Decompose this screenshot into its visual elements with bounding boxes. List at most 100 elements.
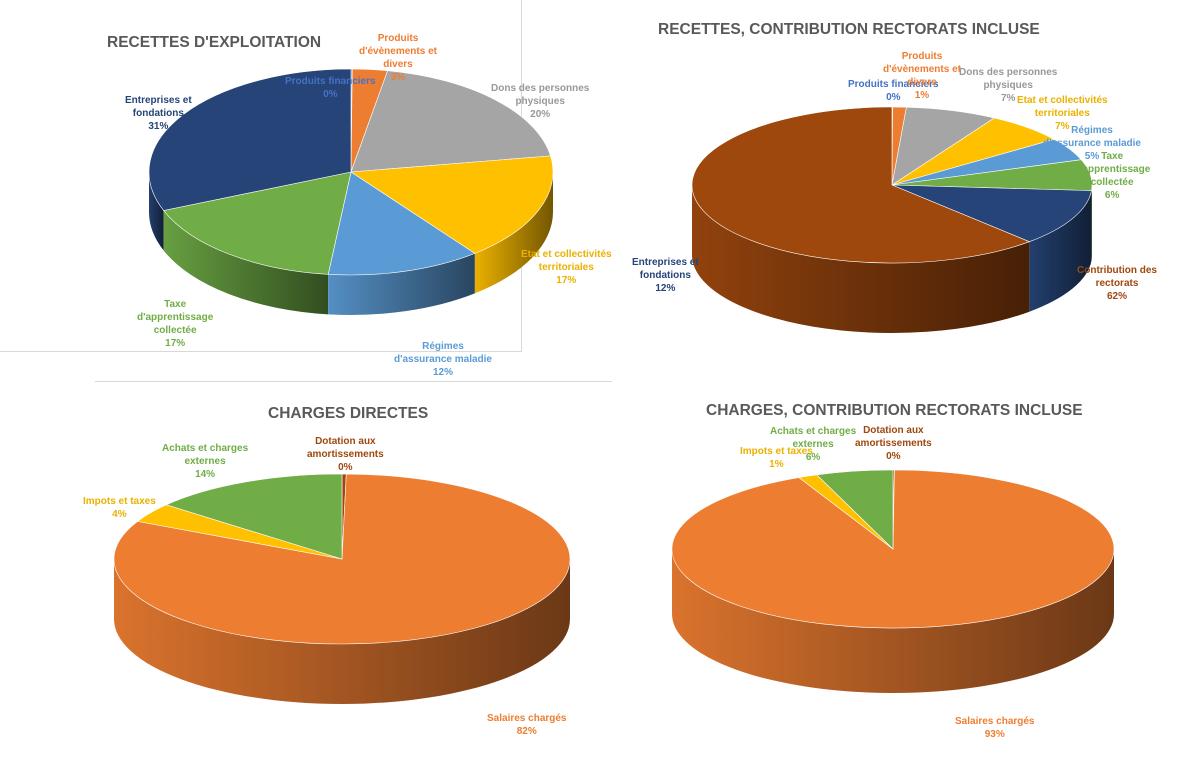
slice-percent: 7% (1055, 121, 1070, 132)
pie-side-wall (692, 185, 1030, 333)
slice-label-line: d'apprentissage (137, 312, 214, 323)
slice-label-line: externes (792, 439, 834, 450)
pie-slice (327, 171, 476, 276)
slice-label: Dotation aux amortissements 0% (855, 424, 932, 463)
slice-percent: 31% (148, 121, 169, 132)
slice-label-line: territoriales (538, 262, 594, 273)
pie-side-wall (114, 559, 570, 704)
pie-svg-c4 (671, 469, 1115, 693)
pie-side-wall (1029, 190, 1092, 312)
slice-label-line: Impots et taxes (83, 496, 156, 507)
pie-slice (816, 469, 894, 550)
slice-label-line: Salaires chargés (955, 716, 1035, 727)
slice-percent: 17% (556, 275, 577, 286)
slice-label-line: Dotation aux (315, 436, 376, 447)
slice-percent: 6% (805, 452, 821, 463)
slice-label-line: physiques (515, 96, 565, 107)
slice-label-line: rectorats (1095, 278, 1139, 289)
slice-percent: 3% (390, 72, 406, 83)
slice-percent: 7% (1000, 93, 1016, 104)
slice-label-line: d'assurance maladie (1043, 138, 1141, 149)
slice-percent: 12% (655, 283, 676, 294)
slice-percent: 17% (165, 338, 186, 349)
panel-border-bottom (0, 351, 522, 352)
slice-label-line: Etat et collectivités (521, 249, 612, 260)
slice-label: Etat et collectivités territoriales 17% (521, 248, 612, 287)
pie-side-wall (328, 253, 475, 316)
slice-label-line: collectée (1090, 177, 1134, 188)
pie-side-wall (474, 172, 553, 294)
slice-label-line: collectée (153, 325, 197, 336)
pie-slice (165, 473, 343, 560)
slice-percent: 5% (1084, 151, 1100, 162)
slice-label-line: Entreprises et (125, 95, 192, 106)
slice-percent: 12% (432, 367, 453, 378)
chart-charges-directes: CHARGES DIRECTES Dotation aux amortisseme… (0, 387, 600, 774)
pie-slice (350, 70, 551, 173)
slice-label: Taxe d'apprentissage collectée 17% (137, 298, 213, 350)
pie-slice (148, 68, 352, 211)
pie-svg-c1 (148, 68, 554, 316)
slice-label: Entreprises et fondations 12% (632, 256, 699, 295)
slice-label-line: amortissements (855, 438, 932, 449)
slice-percent: 20% (530, 109, 551, 120)
pie-slice (691, 106, 1031, 264)
slice-label-line: amortissements (307, 449, 384, 460)
slice-label-line: Dons des personnes (959, 67, 1058, 78)
slice-label: Dons des personnes physiques 20% (491, 82, 589, 121)
slice-percent: 0% (886, 92, 901, 103)
slice-percent: 1% (769, 459, 784, 470)
slice-label: Etat et collectivités territoriales 7% (1017, 94, 1108, 133)
slice-label-line: territoriales (1034, 108, 1090, 119)
pie-svg-c3 (113, 473, 571, 704)
slice-label-line: Taxe (1101, 151, 1124, 162)
slice-label: Achats et charges externes 14% (162, 442, 248, 481)
slice-label-line: Dons des personnes (491, 83, 590, 94)
slice-percent: 93% (984, 729, 1005, 740)
slice-label-line: Impots et taxes (740, 446, 813, 457)
pie-side-wall (1091, 185, 1092, 261)
slice-label-line: d'assurance maladie (394, 354, 492, 365)
slice-label: Taxe d'apprentissage collectée 6% (1074, 150, 1150, 202)
slice-label: Contribution des rectorats 62% (1077, 264, 1157, 303)
chart-title: RECETTES, CONTRIBUTION RECTORATS INCLUSE (658, 21, 1040, 38)
slice-label: Dotation aux amortissements 0% (307, 435, 384, 474)
slice-percent: 0% (886, 451, 901, 462)
slice-label-line: Produits financiers (285, 76, 376, 87)
slice-label: Salaires chargés 82% (487, 712, 567, 738)
slice-percent: 6% (1104, 190, 1120, 201)
pie-side-wall (672, 549, 1114, 693)
slice-percent: 0% (323, 89, 338, 100)
slice-label: Produits financiers 0% (285, 75, 376, 101)
slice-percent: 4% (112, 509, 127, 520)
slice-label: Produits d'évènements et divers 1% (883, 50, 961, 102)
slice-label-line: d'évènements et (359, 46, 437, 57)
slice-label-line: Dotation aux (863, 425, 924, 436)
pie-svg-c2 (691, 106, 1093, 333)
slice-percent: 0% (338, 462, 353, 473)
chart-charges-rectorats: CHARGES, CONTRIBUTION RECTORATS INCLUSE … (600, 387, 1200, 774)
slice-label: Impots et taxes 1% (740, 445, 813, 471)
slice-label-line: Produits (901, 51, 943, 62)
chart-recettes-exploitation: RECETTES D'EXPLOITATION Produits financi… (0, 0, 612, 387)
slice-label-line: d'évènements et (883, 64, 961, 75)
slice-label-line: Taxe (164, 299, 187, 310)
slice-label-line: Entreprises et (632, 257, 699, 268)
slice-label-line: divers (383, 59, 413, 70)
chart-title: CHARGES DIRECTES (268, 405, 429, 422)
slice-label-line: fondations (132, 108, 184, 119)
slice-label-line: d'apprentissage (1074, 164, 1151, 175)
slice-percent: 82% (516, 726, 537, 737)
chart-title: RECETTES D'EXPLOITATION (107, 34, 322, 51)
slice-label-line: fondations (639, 270, 691, 281)
slice-label-line: Achats et charges (770, 426, 857, 437)
slice-percent: 14% (195, 469, 216, 480)
slice-label: Régimes d'assurance maladie 12% (394, 340, 492, 379)
slice-percent: 62% (1106, 291, 1127, 302)
slice-label: Entreprises et fondations 31% (125, 94, 192, 133)
section-divider (95, 381, 612, 382)
slice-label-line: physiques (983, 80, 1033, 91)
slice-label: Salaires chargés 93% (955, 715, 1035, 741)
slice-label-line: externes (184, 456, 226, 467)
slice-label: Impots et taxes 4% (83, 495, 156, 521)
